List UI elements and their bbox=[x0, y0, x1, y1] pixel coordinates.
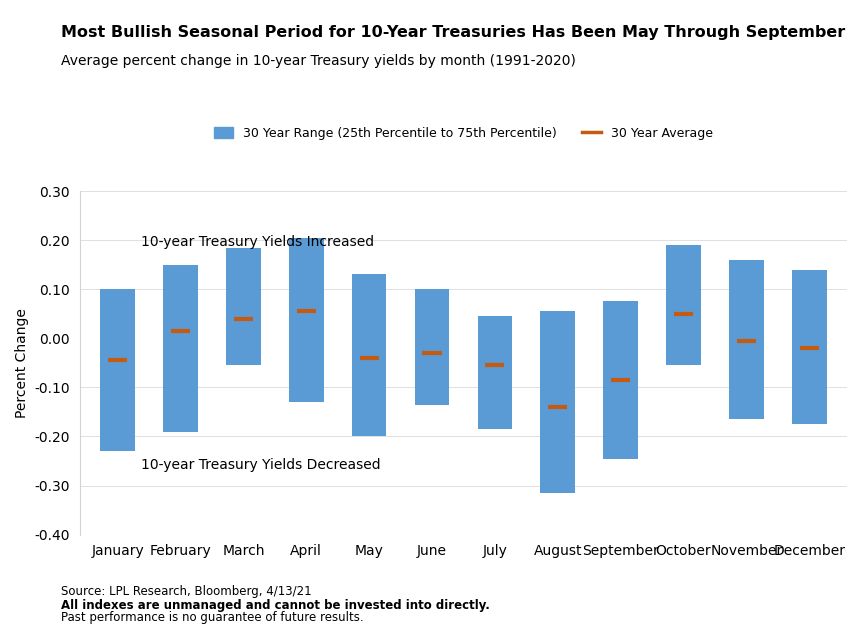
Text: Most Bullish Seasonal Period for 10-Year Treasuries Has Been May Through Septemb: Most Bullish Seasonal Period for 10-Year… bbox=[61, 25, 845, 40]
Bar bbox=[541, 311, 575, 493]
Bar bbox=[100, 289, 135, 451]
Bar bbox=[163, 265, 198, 432]
Text: Average percent change in 10-year Treasury yields by month (1991-2020): Average percent change in 10-year Treasu… bbox=[61, 54, 575, 67]
Text: 10-year Treasury Yields Increased: 10-year Treasury Yields Increased bbox=[141, 235, 375, 249]
Bar bbox=[477, 316, 512, 429]
Text: Past performance is no guarantee of future results.: Past performance is no guarantee of futu… bbox=[61, 611, 363, 624]
Text: All indexes are unmanaged and cannot be invested into directly.: All indexes are unmanaged and cannot be … bbox=[61, 598, 490, 612]
Text: 10-year Treasury Yields Decreased: 10-year Treasury Yields Decreased bbox=[141, 458, 381, 472]
Bar bbox=[666, 245, 701, 365]
Bar bbox=[414, 289, 449, 404]
Text: Source: LPL Research, Bloomberg, 4/13/21: Source: LPL Research, Bloomberg, 4/13/21 bbox=[61, 585, 311, 598]
Bar bbox=[226, 248, 260, 365]
Bar bbox=[352, 275, 387, 437]
Y-axis label: Percent Change: Percent Change bbox=[15, 308, 29, 418]
Bar bbox=[729, 260, 764, 419]
Legend: 30 Year Range (25th Percentile to 75th Percentile), 30 Year Average: 30 Year Range (25th Percentile to 75th P… bbox=[209, 122, 718, 145]
Bar bbox=[792, 270, 827, 424]
Bar bbox=[289, 238, 324, 402]
Bar bbox=[603, 302, 638, 459]
